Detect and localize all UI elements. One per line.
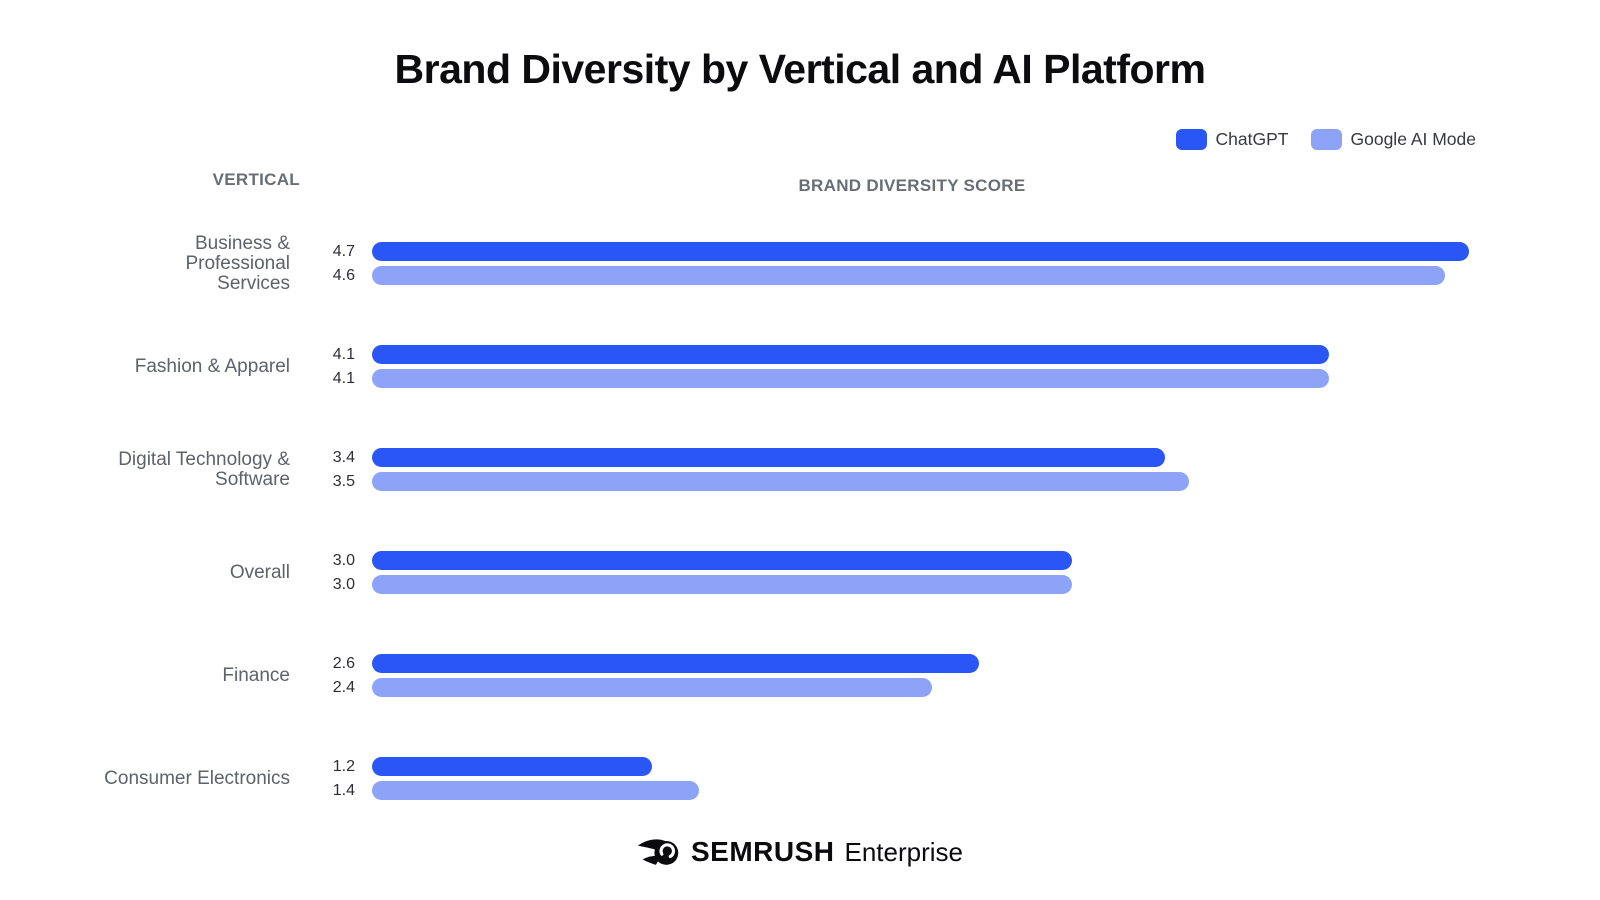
category-label: Finance xyxy=(222,664,290,686)
bar-chatgpt xyxy=(372,242,1469,261)
bar-line-google: 4.6 xyxy=(290,266,1492,285)
bar-chatgpt xyxy=(372,551,1072,570)
chart-title: Brand Diversity by Vertical and AI Platf… xyxy=(394,46,1206,92)
chart-row: Business & Professional Services 4.7 4.6 xyxy=(0,212,1600,315)
chart-row: Fashion & Apparel 4.1 4.1 xyxy=(0,315,1600,418)
value-label-chatgpt: 1.2 xyxy=(332,757,355,775)
bar-track xyxy=(372,551,1492,570)
value-label-chatgpt: 3.4 xyxy=(332,448,355,466)
chart-row: Digital Technology & Software 3.4 3.5 xyxy=(0,418,1600,521)
value-label-chatgpt: 3.0 xyxy=(332,551,355,569)
bar-line-chatgpt: 4.7 xyxy=(290,242,1492,261)
column-header-score: BRAND DIVERSITY SCORE xyxy=(798,176,1026,195)
value-label-google: 1.4 xyxy=(332,781,355,799)
category-label: Business & Professional Services xyxy=(185,232,290,294)
bar-pair: 2.6 2.4 xyxy=(290,654,1492,697)
bar-chatgpt xyxy=(372,448,1166,467)
legend-label: Google AI Mode xyxy=(1350,129,1477,149)
bar-pair: 3.0 3.0 xyxy=(290,551,1492,594)
bar-google-ai-mode xyxy=(372,781,699,800)
chart-rows: Business & Professional Services 4.7 4.6… xyxy=(0,212,1600,830)
brand-name: SEMRUSH xyxy=(690,836,835,867)
value-label-google: 2.4 xyxy=(332,678,355,696)
footer-brand: SEMRUSH Enterprise xyxy=(0,830,1600,874)
bar-line-chatgpt: 4.1 xyxy=(290,345,1492,364)
legend-item-google-ai-mode: Google AI Mode xyxy=(1310,129,1477,150)
bar-track xyxy=(372,266,1492,285)
bar-google-ai-mode xyxy=(372,369,1329,388)
bar-google-ai-mode xyxy=(372,678,932,697)
bar-google-ai-mode xyxy=(372,472,1189,491)
category-label: Overall xyxy=(229,561,290,583)
value-label-chatgpt: 4.7 xyxy=(332,242,355,260)
bar-google-ai-mode xyxy=(372,266,1446,285)
bar-line-chatgpt: 3.4 xyxy=(290,448,1492,467)
category-label: Consumer Electronics xyxy=(104,767,290,789)
value-label-chatgpt: 4.1 xyxy=(332,345,355,363)
bar-track xyxy=(372,242,1492,261)
bar-track xyxy=(372,448,1492,467)
bar-track xyxy=(372,472,1492,491)
bar-track xyxy=(372,757,1492,776)
bar-chatgpt xyxy=(372,345,1329,364)
bar-pair: 4.1 4.1 xyxy=(290,345,1492,388)
google-ai-mode-swatch-icon xyxy=(1310,129,1342,150)
bar-track xyxy=(372,369,1492,388)
category-label: Fashion & Apparel xyxy=(134,355,290,377)
semrush-fireball-icon xyxy=(637,830,681,874)
chart-row: Overall 3.0 3.0 xyxy=(0,521,1600,624)
value-label-google: 4.6 xyxy=(332,266,355,284)
bar-track xyxy=(372,575,1492,594)
bar-line-chatgpt: 3.0 xyxy=(290,551,1492,570)
bar-track xyxy=(372,345,1492,364)
bar-track xyxy=(372,678,1492,697)
bar-pair: 3.4 3.5 xyxy=(290,448,1492,491)
bar-google-ai-mode xyxy=(372,575,1072,594)
chatgpt-swatch-icon xyxy=(1175,129,1207,150)
value-label-chatgpt: 2.6 xyxy=(332,654,355,672)
value-label-google: 3.5 xyxy=(332,472,355,490)
bar-line-chatgpt: 1.2 xyxy=(290,757,1492,776)
chart-row: Consumer Electronics 1.2 1.4 xyxy=(0,727,1600,830)
bar-pair: 4.7 4.6 xyxy=(290,242,1492,285)
legend-label: ChatGPT xyxy=(1215,129,1289,149)
bar-track xyxy=(372,654,1492,673)
bar-line-google: 1.4 xyxy=(290,781,1492,800)
bar-line-google: 3.5 xyxy=(290,472,1492,491)
brand-suffix: Enterprise xyxy=(844,836,964,867)
bar-chatgpt xyxy=(372,654,979,673)
bar-chatgpt xyxy=(372,757,652,776)
value-label-google: 4.1 xyxy=(332,369,355,387)
bar-line-google: 4.1 xyxy=(290,369,1492,388)
bar-track xyxy=(372,781,1492,800)
bar-pair: 1.2 1.4 xyxy=(290,757,1492,800)
bar-line-google: 3.0 xyxy=(290,575,1492,594)
bar-line-google: 2.4 xyxy=(290,678,1492,697)
value-label-google: 3.0 xyxy=(332,575,355,593)
bar-line-chatgpt: 2.6 xyxy=(290,654,1492,673)
column-header-vertical: VERTICAL xyxy=(212,170,300,189)
legend: ChatGPT Google AI Mode xyxy=(1175,129,1477,150)
legend-item-chatgpt: ChatGPT xyxy=(1175,129,1289,150)
chart-row: Finance 2.6 2.4 xyxy=(0,624,1600,727)
category-label: Digital Technology & Software xyxy=(118,448,290,490)
